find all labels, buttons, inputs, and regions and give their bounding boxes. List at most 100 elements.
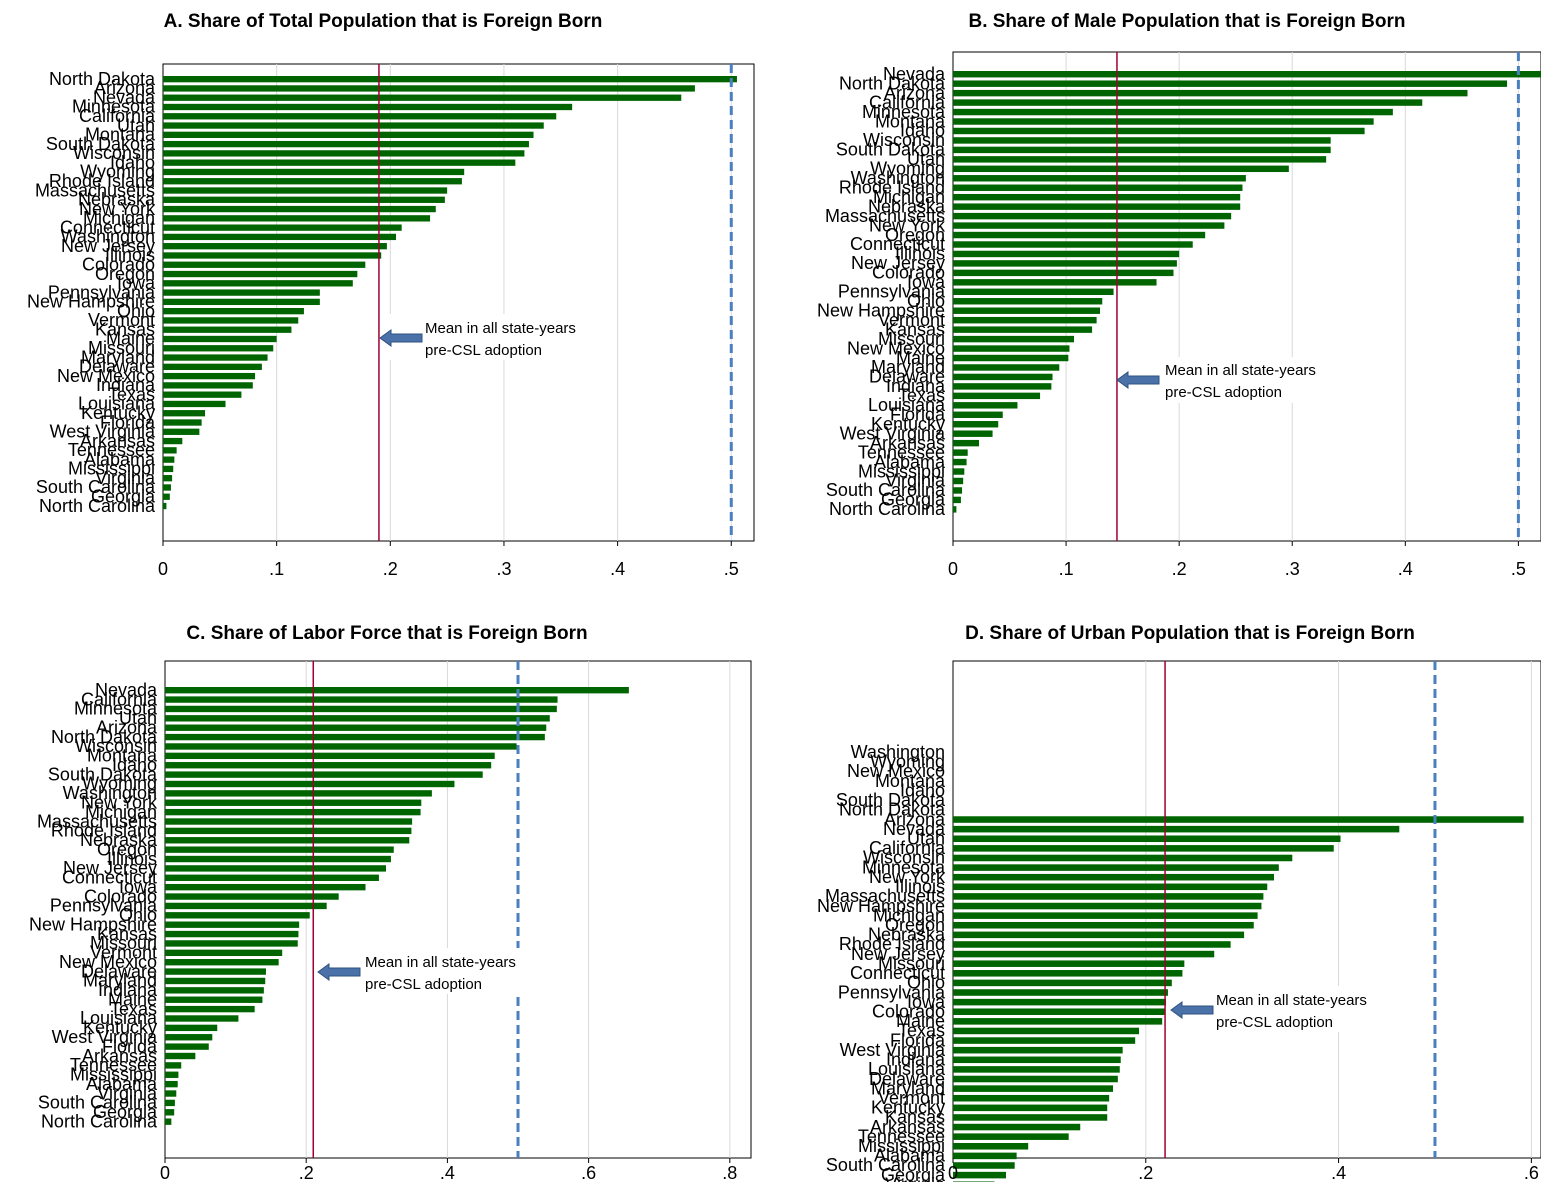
bar	[953, 80, 1508, 87]
bar	[953, 921, 1254, 929]
bar	[953, 1075, 1118, 1083]
category-label: Louisiana	[78, 394, 156, 414]
x-tick-label: .2	[383, 559, 398, 579]
category-label: North Carolina	[41, 1111, 158, 1131]
bar	[953, 835, 1341, 843]
category-label: Idaho	[900, 780, 945, 800]
bar	[163, 122, 544, 129]
bar	[953, 883, 1268, 891]
category-label: Illinois	[895, 877, 945, 897]
category-label: Illinois	[895, 244, 945, 264]
category-label: Wisconsin	[863, 130, 945, 150]
category-label: Alabama	[874, 1146, 946, 1166]
plot-area	[952, 660, 1541, 1159]
category-label: Missouri	[878, 329, 945, 349]
bar	[165, 930, 299, 938]
bar	[953, 118, 1374, 125]
bar	[165, 1034, 213, 1041]
bar	[953, 392, 1041, 400]
category-label: Kentucky	[83, 1018, 157, 1038]
annotation-box	[1128, 357, 1338, 403]
category-label: North Carolina	[39, 496, 156, 516]
category-label: New Hampshire	[817, 896, 945, 916]
x-tick-label: .5	[1511, 559, 1526, 579]
category-label: New Jersey	[851, 944, 945, 964]
category-label: Arizona	[884, 809, 946, 829]
category-label: Nevada	[883, 819, 946, 839]
bar	[953, 1018, 1163, 1025]
bar	[165, 733, 545, 741]
bar	[163, 187, 448, 194]
category-label: Idaho	[110, 152, 155, 172]
bar	[163, 363, 262, 370]
category-label: Indiana	[886, 376, 946, 396]
bar	[165, 1080, 178, 1088]
category-label: New York	[79, 199, 156, 219]
bar	[953, 873, 1274, 881]
bar	[953, 912, 1258, 919]
bar	[165, 865, 386, 872]
category-label: Wisconsin	[73, 143, 155, 163]
category-label: Mississippi	[858, 1136, 945, 1156]
bar	[165, 1071, 179, 1078]
bar	[163, 113, 557, 120]
bar	[953, 1162, 1015, 1169]
bar	[953, 241, 1193, 248]
category-label: Nevada	[883, 64, 946, 84]
category-label: Utah	[117, 115, 155, 135]
x-tick-label: .3	[1285, 559, 1300, 579]
bar	[163, 85, 695, 92]
category-label: Tennessee	[858, 442, 945, 462]
category-label: Virginia	[885, 471, 946, 491]
category-label: Connecticut	[62, 868, 157, 888]
category-label: Oregon	[885, 225, 945, 245]
x-tick-label: 0	[158, 559, 168, 579]
category-label: Ohio	[907, 973, 945, 993]
category-label: Arizona	[884, 83, 946, 103]
category-label: Delaware	[869, 367, 945, 387]
bar	[163, 419, 202, 426]
category-label: New York	[869, 867, 946, 887]
category-label: Arizona	[94, 78, 156, 98]
category-label: Mississippi	[70, 1065, 157, 1085]
bar	[165, 893, 339, 900]
x-tick-label: .2	[1172, 559, 1187, 579]
bar	[953, 137, 1331, 144]
bar	[165, 1015, 239, 1022]
bar	[165, 883, 366, 891]
annotation-text: Mean in all state-years	[425, 320, 576, 337]
category-label: Mississippi	[68, 459, 155, 479]
category-label: Nebraska	[868, 925, 946, 945]
bar	[953, 941, 1231, 948]
category-label: Kansas	[97, 924, 157, 944]
category-label: California	[81, 689, 158, 709]
category-label: South Carolina	[38, 1093, 158, 1113]
bar	[953, 127, 1365, 135]
category-label: Missouri	[878, 953, 945, 973]
arrow-left-icon	[1170, 1001, 1214, 1019]
category-label: Nebraska	[80, 830, 158, 850]
bar	[953, 89, 1468, 97]
category-label: West Virginia	[50, 422, 156, 442]
category-label: Connecticut	[850, 963, 945, 983]
category-label: Colorado	[82, 255, 155, 275]
bar	[163, 382, 253, 389]
x-tick-label: .1	[1059, 559, 1074, 579]
category-label: Vermont	[88, 310, 155, 330]
category-label: North Carolina	[829, 499, 946, 519]
category-label: Arkansas	[82, 1046, 157, 1066]
bar	[953, 496, 961, 504]
bar	[165, 949, 283, 957]
bar	[953, 326, 1093, 333]
category-label: Nebraska	[78, 190, 156, 210]
bar	[953, 1143, 1029, 1150]
category-label: New Hampshire	[817, 300, 945, 320]
category-label: Louisiana	[80, 1008, 158, 1028]
bar	[953, 979, 1172, 987]
bar	[163, 326, 292, 333]
category-label: Colorado	[872, 1001, 945, 1021]
category-label: Missouri	[90, 933, 157, 953]
bar	[163, 298, 320, 306]
category-label: South Dakota	[836, 140, 946, 160]
